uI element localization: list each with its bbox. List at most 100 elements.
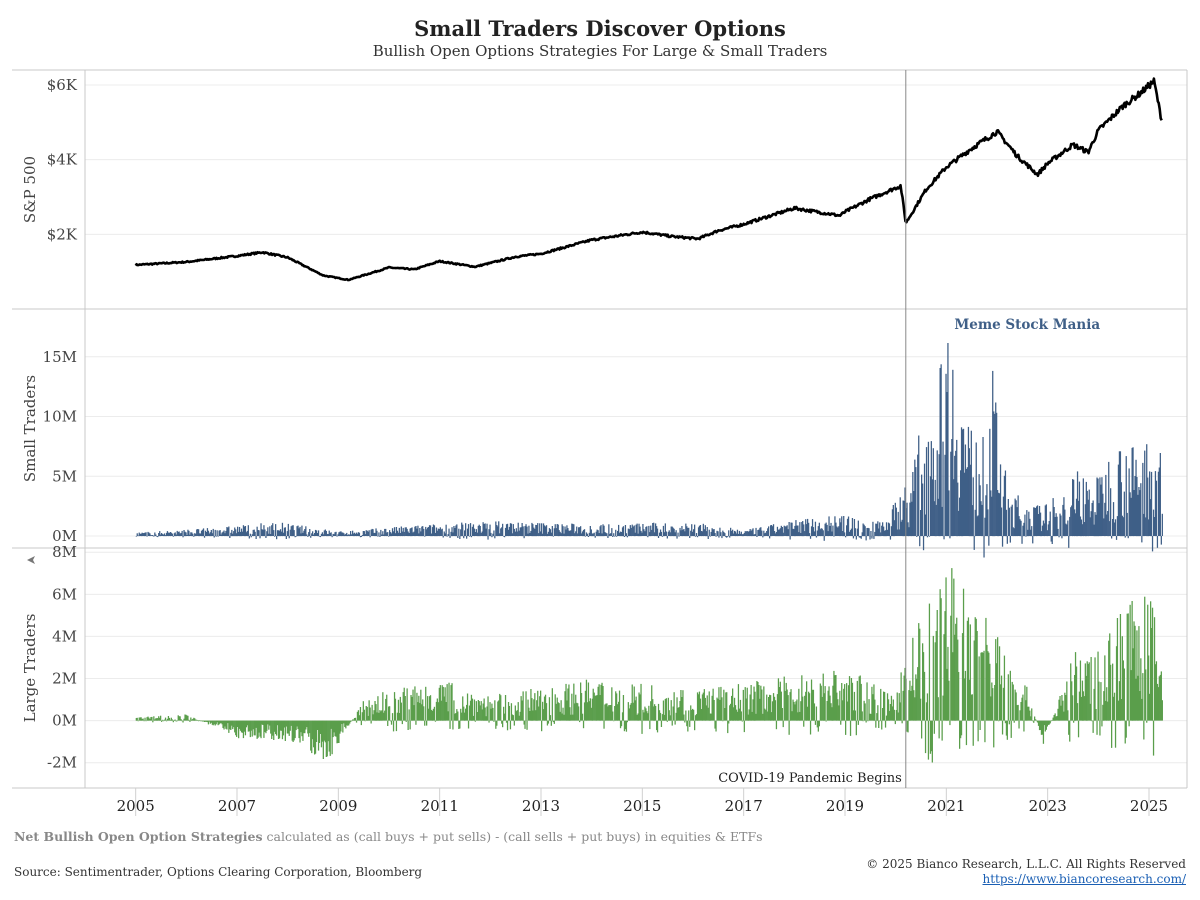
small-traders-bar	[781, 527, 783, 537]
small-traders-bar	[298, 528, 300, 537]
large-traders-bar	[1150, 601, 1152, 721]
large-traders-bar	[625, 720, 628, 732]
small-traders-bar	[799, 522, 801, 537]
large-traders-bar	[603, 720, 605, 729]
large-traders-bar	[170, 717, 172, 721]
small-traders-bar	[1024, 514, 1026, 537]
small-traders-bar	[1147, 477, 1149, 537]
small-traders-bar	[1045, 504, 1047, 536]
large-traders-bar	[166, 718, 169, 721]
small-traders-bar	[400, 526, 402, 536]
large-traders-bar	[761, 689, 763, 721]
small-traders-bar	[978, 474, 980, 536]
small-traders-bar	[169, 532, 172, 537]
small-traders-bar	[1036, 506, 1038, 537]
small-traders-bar	[846, 518, 849, 537]
large-traders-bar	[473, 699, 476, 721]
large-traders-bar	[705, 705, 707, 721]
large-traders-bar	[544, 694, 547, 721]
large-traders-bar	[1059, 696, 1061, 721]
small-traders-bar	[167, 532, 170, 537]
large-traders-bar	[256, 720, 258, 739]
large-traders-bar	[188, 719, 190, 721]
large-traders-bar	[167, 716, 170, 721]
large-traders-bar	[426, 720, 428, 726]
large-traders-bar	[627, 702, 629, 721]
large-traders-bar	[340, 720, 342, 732]
large-traders-bar	[903, 675, 905, 721]
large-traders-bar	[523, 720, 525, 725]
large-traders-bar	[416, 692, 418, 721]
small-traders-bar	[152, 535, 154, 537]
large-traders-bar	[847, 685, 850, 721]
small-traders-bar	[823, 536, 825, 541]
small-traders-bar	[500, 528, 502, 536]
small-traders-bar	[211, 533, 213, 536]
small-traders-bar	[607, 536, 609, 538]
small-traders-bar	[662, 525, 665, 537]
large-traders-bar	[677, 707, 679, 721]
large-traders-bar	[1057, 708, 1059, 721]
large-traders-bar	[156, 718, 158, 721]
small-traders-bar	[405, 527, 407, 536]
footnote-rest: calculated as (call buys + put sells) - …	[262, 829, 763, 844]
large-traders-bar	[480, 701, 482, 721]
small-traders-bar	[801, 522, 803, 537]
small-traders-bar	[516, 531, 518, 537]
small-traders-bar	[332, 533, 334, 537]
large-traders-bar	[284, 720, 286, 741]
small-traders-bar	[1150, 499, 1152, 537]
large-traders-bar	[697, 694, 700, 721]
website-link[interactable]: https://www.biancoresearch.com/	[982, 872, 1186, 886]
large-traders-bar	[904, 667, 906, 721]
large-traders-bar	[655, 706, 657, 721]
large-traders-bar	[551, 688, 553, 721]
large-traders-bar	[729, 705, 731, 721]
large-traders-bar	[1045, 720, 1047, 730]
small-traders-bar	[260, 523, 262, 536]
small-traders-bar	[511, 533, 514, 536]
large-traders-bar	[557, 702, 559, 721]
small-traders-bar	[783, 525, 785, 536]
large-traders-bar	[444, 687, 446, 721]
large-traders-bar	[582, 720, 585, 729]
small-traders-bar	[861, 532, 863, 537]
small-traders-bar	[352, 533, 355, 537]
small-traders-bar	[191, 532, 193, 537]
large-traders-bar	[160, 715, 162, 721]
large-traders-bar	[203, 720, 206, 722]
small-traders-bar	[592, 533, 594, 537]
small-traders-bar	[545, 525, 548, 537]
small-traders-bar	[721, 536, 723, 539]
large-traders-bar	[772, 693, 775, 721]
large-traders-bar	[269, 720, 271, 726]
large-traders-bar	[234, 720, 236, 733]
small-traders-bar	[816, 530, 818, 537]
large-traders-bar	[539, 696, 541, 721]
large-traders-bar	[232, 720, 234, 730]
small-traders-bar	[422, 526, 424, 537]
small-traders-bar	[894, 502, 896, 536]
small-traders-bar	[618, 524, 620, 536]
small-traders-bar	[1003, 475, 1006, 536]
small-traders-bar	[144, 532, 146, 537]
small-traders-bar	[770, 525, 773, 537]
small-traders-bar	[1042, 520, 1045, 536]
large-traders-bar	[679, 701, 681, 721]
large-traders-bar	[485, 716, 487, 721]
large-traders-bar	[435, 701, 438, 721]
large-traders-bar	[297, 720, 299, 730]
large-traders-bar	[1152, 720, 1155, 756]
small-traders-bar	[209, 532, 211, 537]
small-traders-bar	[638, 523, 640, 537]
small-traders-bar	[552, 536, 554, 537]
small-traders-bar	[352, 530, 354, 536]
large-traders-bar	[920, 698, 922, 721]
small-traders-bar	[974, 509, 976, 537]
large-traders-bar	[563, 714, 565, 721]
large-traders-bar	[1104, 655, 1106, 721]
large-traders-bar	[1092, 720, 1094, 733]
large-traders-bar	[304, 720, 306, 734]
small-traders-bar	[915, 467, 917, 536]
large-traders-bar	[735, 709, 738, 721]
